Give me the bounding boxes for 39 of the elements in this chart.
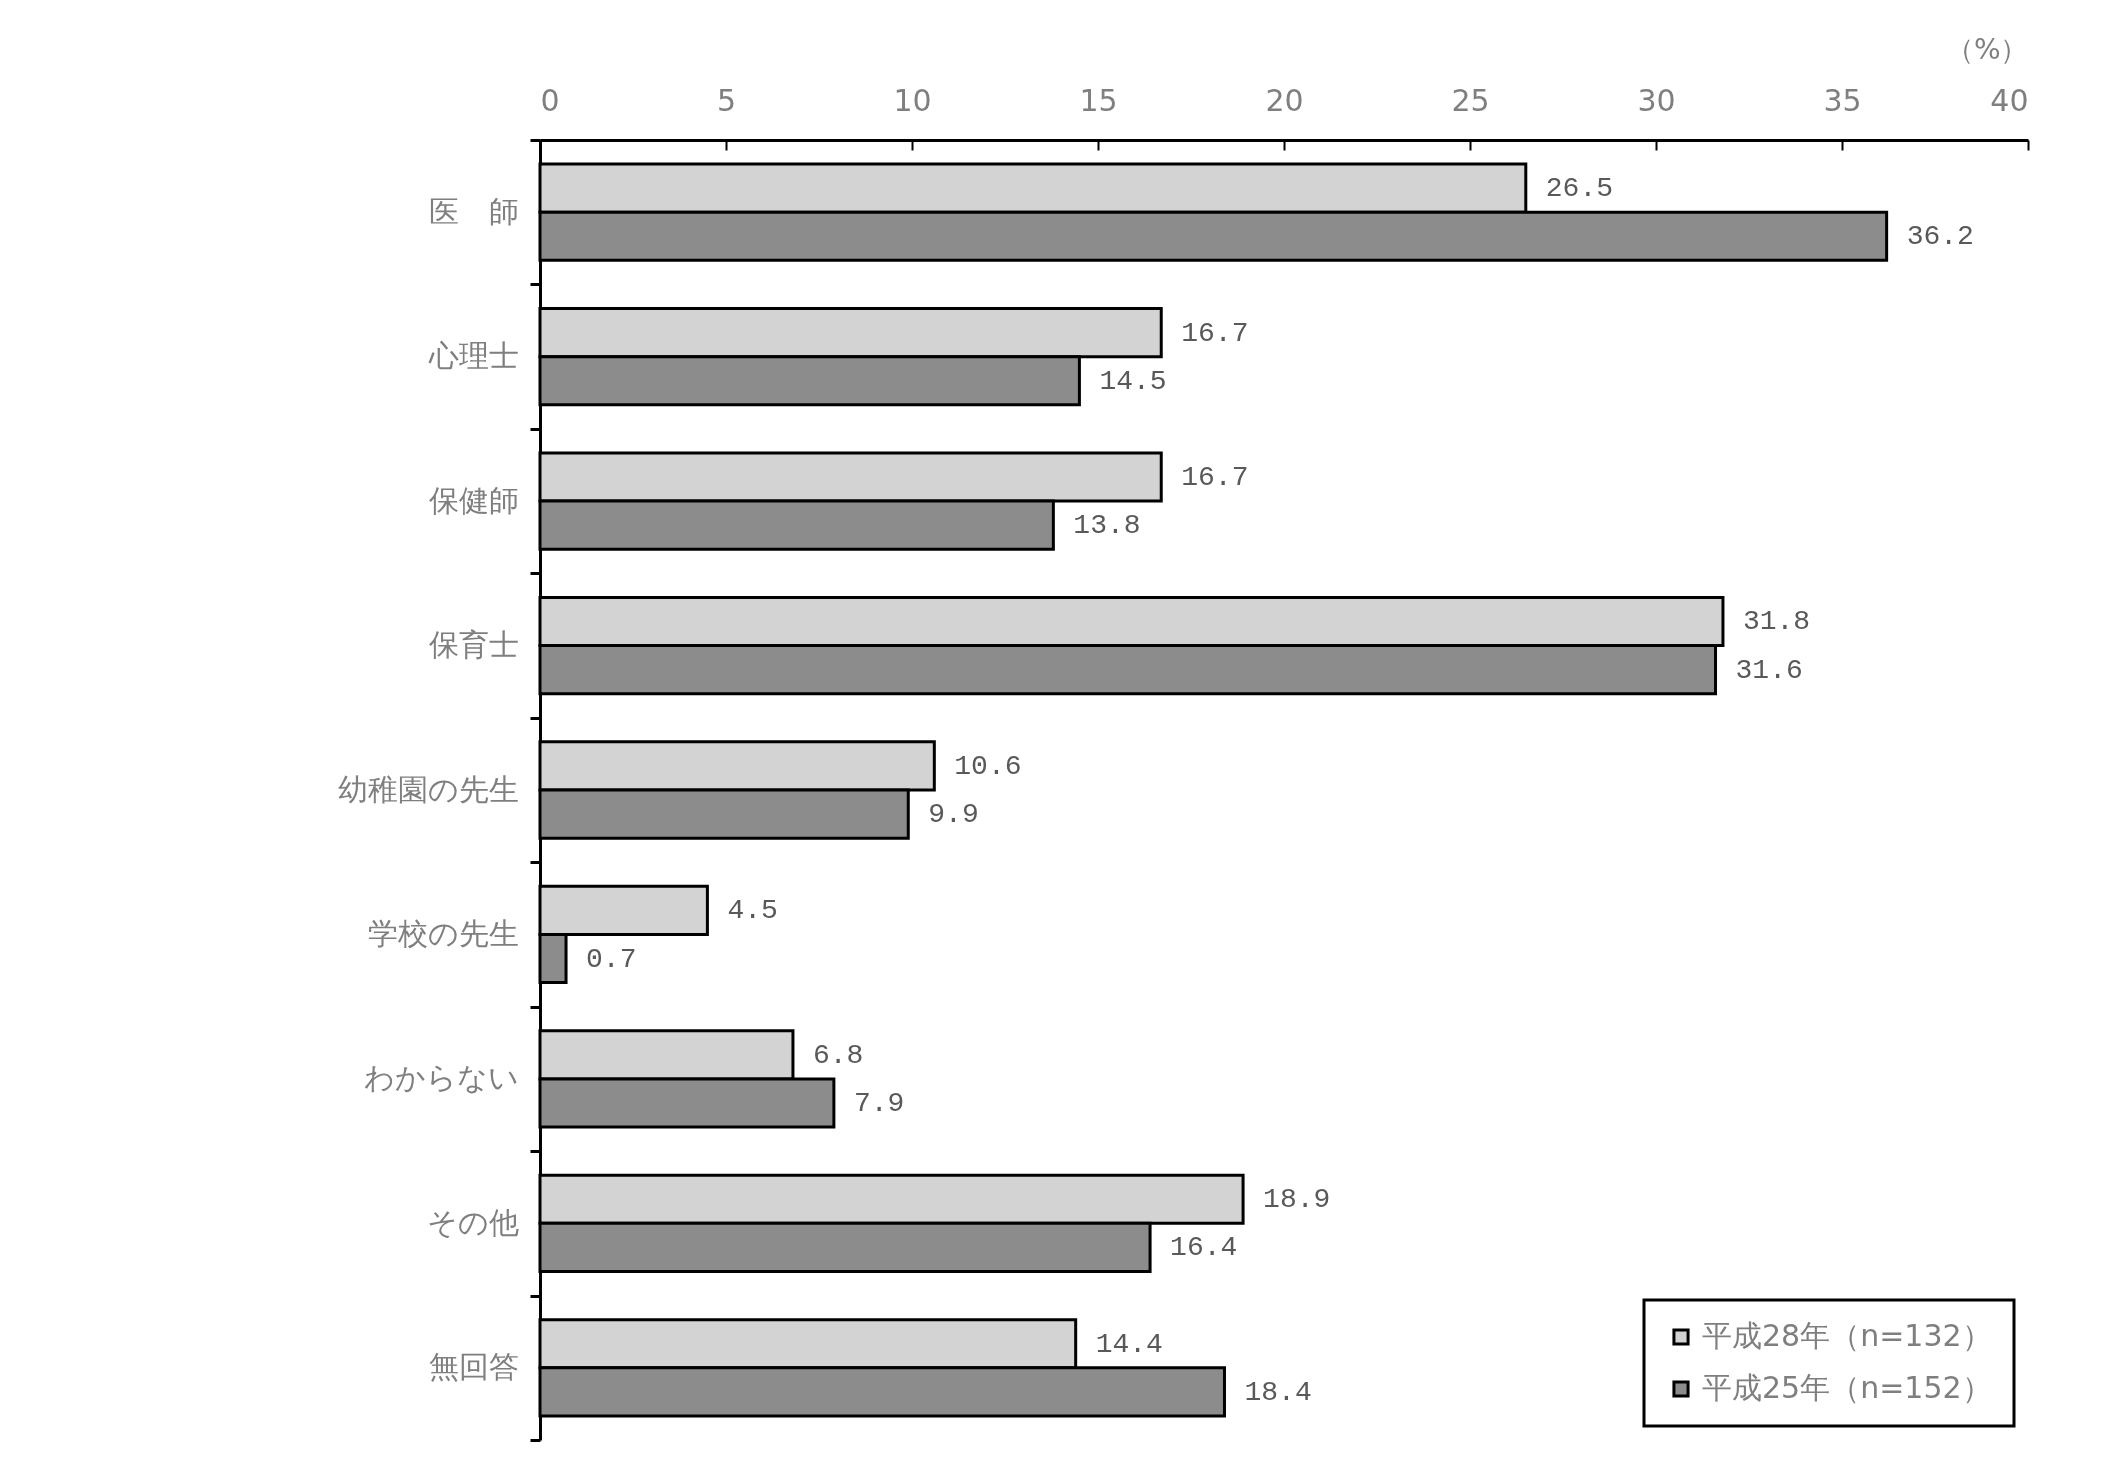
x-axis-title: （%） bbox=[1945, 32, 2029, 66]
data-label: 16.7 bbox=[1181, 317, 1249, 349]
data-label: 10.6 bbox=[954, 750, 1022, 782]
x-tick-label: 25 bbox=[1451, 82, 1490, 118]
x-tick-label: 20 bbox=[1265, 82, 1304, 118]
x-tick-label: 15 bbox=[1079, 82, 1118, 118]
x-tick-label: 10 bbox=[893, 82, 932, 118]
data-label: 16.7 bbox=[1181, 462, 1249, 494]
y-tick-label: 幼稚園の先生 bbox=[337, 771, 519, 807]
y-tick-label: 医 師 bbox=[428, 193, 519, 229]
y-tick-label: 学校の先生 bbox=[367, 915, 519, 951]
y-tick-label: わからない bbox=[363, 1060, 519, 1096]
data-label: 6.8 bbox=[812, 1039, 864, 1071]
data-label: 31.8 bbox=[1742, 606, 1811, 638]
y-tick-label: 保育士 bbox=[428, 627, 519, 663]
legend-label: 平成25年（n=152） bbox=[1702, 1370, 1992, 1405]
x-tick-label: 5 bbox=[716, 82, 737, 118]
legend-label: 平成28年（n=132） bbox=[1702, 1318, 1992, 1353]
x-tick-label: 30 bbox=[1637, 82, 1676, 118]
data-label: 36.2 bbox=[1906, 221, 1974, 253]
data-label: 31.6 bbox=[1735, 654, 1803, 686]
data-label: 0.7 bbox=[586, 943, 637, 975]
data-label: 16.4 bbox=[1170, 1232, 1238, 1264]
data-label: 14.5 bbox=[1099, 365, 1167, 397]
y-tick-label: その他 bbox=[426, 1204, 519, 1240]
data-label: 18.9 bbox=[1263, 1184, 1331, 1216]
data-label: 13.8 bbox=[1073, 510, 1141, 542]
x-tick-label: 40 bbox=[1990, 82, 2029, 118]
data-label: 14.4 bbox=[1095, 1328, 1163, 1360]
y-tick-label: 無回答 bbox=[428, 1349, 519, 1385]
y-tick-label: 保健師 bbox=[428, 482, 519, 518]
y-tick-label: 心理士 bbox=[427, 338, 519, 374]
x-tick-label: 0 bbox=[540, 82, 560, 118]
data-label: 9.9 bbox=[928, 799, 979, 831]
data-label: 4.5 bbox=[727, 895, 778, 927]
data-label: 7.9 bbox=[853, 1087, 905, 1119]
data-label: 18.4 bbox=[1244, 1376, 1312, 1408]
x-tick-label: 35 bbox=[1823, 82, 1862, 118]
data-label: 26.5 bbox=[1545, 173, 1614, 205]
